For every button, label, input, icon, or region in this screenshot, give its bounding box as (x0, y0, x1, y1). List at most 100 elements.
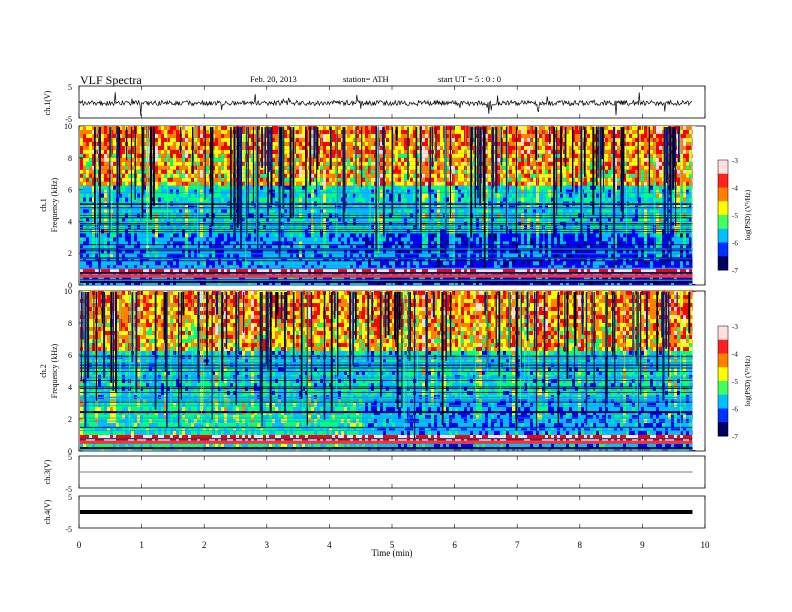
spectrogram-cell (308, 241, 312, 246)
spectrogram-cell (206, 129, 210, 134)
spectrogram-cell (314, 177, 318, 182)
spectrogram-cell (173, 137, 177, 142)
spectrogram-cell (434, 237, 438, 242)
spectrogram-cell (317, 249, 321, 254)
spectrogram-cell (371, 133, 375, 138)
spectrogram-cell (329, 177, 333, 182)
spectrogram-cell (254, 133, 258, 138)
spectrogram-cell (89, 265, 93, 270)
spectrogram-cell (170, 161, 174, 166)
spectrogram-cell (83, 133, 87, 138)
spectrogram-cell (188, 185, 192, 190)
spectrogram-cell (299, 137, 303, 142)
spectrogram-cell (137, 189, 141, 194)
spectrogram-cell (137, 169, 141, 174)
spectrogram-cell (119, 257, 123, 262)
spectrogram-cell (107, 169, 111, 174)
spectrogram-cell (233, 277, 237, 282)
spectrogram-cell (275, 137, 279, 142)
spectrogram-cell (167, 193, 171, 198)
spectrogram-cell (164, 169, 168, 174)
spectrogram-cell (227, 133, 231, 138)
spectrogram-cell (194, 185, 198, 190)
spectrogram-cell (80, 173, 84, 178)
spectrogram-cell (113, 245, 117, 250)
spectrogram-cell (200, 145, 204, 150)
spectrogram-cell (176, 209, 180, 214)
spectrogram-cell (230, 209, 234, 214)
spectrogram-cell (338, 261, 342, 266)
spectrogram-cell (278, 257, 282, 262)
spectrogram-cell (173, 245, 177, 250)
spectrogram-cell (311, 153, 315, 158)
spectrogram-cell (104, 269, 108, 274)
spectrogram-cell (263, 197, 267, 202)
spectrogram-cell (425, 181, 429, 186)
spectrogram-cell (338, 233, 342, 238)
spectrogram-cell (107, 249, 111, 254)
spectrogram-cell (188, 153, 192, 158)
spectrogram-cell (296, 153, 300, 158)
spectrogram-cell (290, 165, 294, 170)
spectrogram-cell (284, 253, 288, 258)
spectrogram-cell (257, 237, 261, 242)
spectrogram-cell (257, 157, 261, 162)
spectrogram-cell (143, 237, 147, 242)
spectrogram-cell (194, 165, 198, 170)
spectrogram-cell (368, 137, 372, 142)
spectrogram-cell (311, 233, 315, 238)
spectrogram-cell (305, 129, 309, 134)
spectrogram-cell (107, 233, 111, 238)
spectrogram-cell (86, 261, 90, 266)
spectrogram-cell (188, 173, 192, 178)
spectrogram-cell (425, 126, 429, 130)
spectrogram-cell (125, 241, 129, 246)
spectrogram-cell (425, 177, 429, 182)
spectrogram-cell (143, 189, 147, 194)
spectrogram-cell (104, 181, 108, 186)
spectrogram-cell (371, 126, 375, 130)
spectrogram-cell (341, 233, 345, 238)
spectrogram-cell (230, 253, 234, 258)
spectrogram-cell (275, 209, 279, 214)
spectrogram-cell (398, 169, 402, 174)
spectrogram-cell (296, 197, 300, 202)
spectrogram-cell (305, 126, 309, 130)
spectrogram-cell (422, 161, 426, 166)
spectrogram-cell (137, 269, 141, 274)
spectrogram-cell (221, 193, 225, 198)
spectrogram-cell (431, 197, 435, 202)
spectrogram-cell (197, 257, 201, 262)
spectrogram-cell (92, 233, 96, 238)
spectrogram-cell (155, 137, 159, 142)
spectrogram-cell (437, 261, 441, 266)
spectrogram-cell (350, 165, 354, 170)
spectrogram-cell (83, 181, 87, 186)
spectrogram-cell (386, 189, 390, 194)
spectrogram-cell (278, 261, 282, 266)
spectrogram-cell (368, 177, 372, 182)
spectrogram-cell (386, 149, 390, 154)
spectrogram-cell (89, 217, 93, 222)
spectrogram-cell (260, 177, 264, 182)
spectrogram-cell (218, 249, 222, 254)
spectrogram-cell (404, 133, 408, 138)
spectrogram-cell (275, 181, 279, 186)
spectrogram-cell (368, 185, 372, 190)
spectrogram-cell (401, 165, 405, 170)
spectrogram-cell (164, 233, 168, 238)
spectrogram-cell (122, 126, 126, 130)
spectrogram-cell (215, 133, 219, 138)
spectrogram-cell (290, 269, 294, 274)
spectrogram-cell (128, 189, 132, 194)
spectrogram-cell (209, 277, 213, 282)
spectrogram-cell (269, 253, 273, 258)
spectrogram-cell (371, 249, 375, 254)
spectrogram-cell (89, 245, 93, 250)
spectrogram-cell (155, 165, 159, 170)
spectrogram-cell (290, 161, 294, 166)
spectrogram-cell (386, 261, 390, 266)
spectrogram-cell (347, 161, 351, 166)
spectrogram-cell (227, 165, 231, 170)
spectrogram-cell (128, 149, 132, 154)
